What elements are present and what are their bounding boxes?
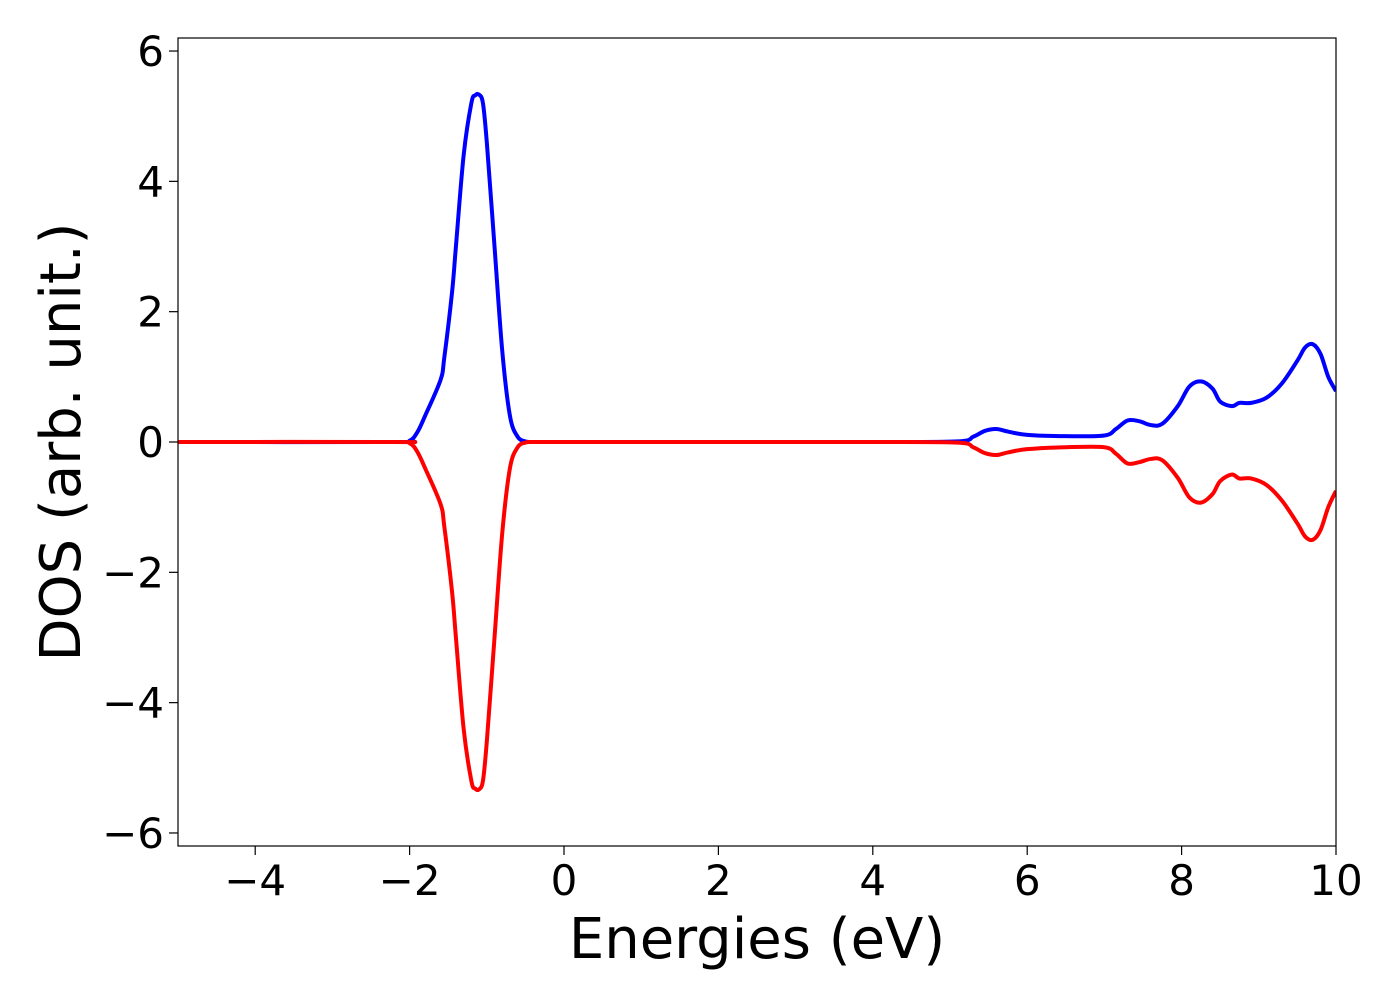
y-tick-label: 4 (137, 157, 164, 206)
y-tick-label: −2 (102, 548, 164, 597)
x-axis-label: Energies (eV) (569, 907, 945, 972)
y-tick-label: −6 (102, 809, 164, 858)
x-tick-label: 4 (859, 856, 886, 905)
ticks-layer: −4 −2 0 2 4 6 8 10 −6 −4 −2 0 2 4 6 (102, 27, 1363, 905)
x-tick-label: 10 (1309, 856, 1362, 905)
x-tick-label: −4 (224, 856, 286, 905)
y-tick-label: 0 (137, 418, 164, 467)
series-line-down (178, 439, 1336, 793)
series-line-up (178, 91, 1336, 445)
y-tick-label: 6 (137, 27, 164, 76)
x-tick-label: 2 (705, 856, 732, 905)
y-axis-label: DOS (arb. unit.) (29, 222, 94, 661)
x-tick-label: −2 (379, 856, 441, 905)
series-layer (178, 91, 1336, 793)
x-tick-label: 6 (1014, 856, 1041, 905)
x-tick-label: 0 (551, 856, 578, 905)
y-tick-label: −4 (102, 679, 164, 728)
y-tick-label: 2 (137, 288, 164, 337)
x-tick-label: 8 (1168, 856, 1195, 905)
